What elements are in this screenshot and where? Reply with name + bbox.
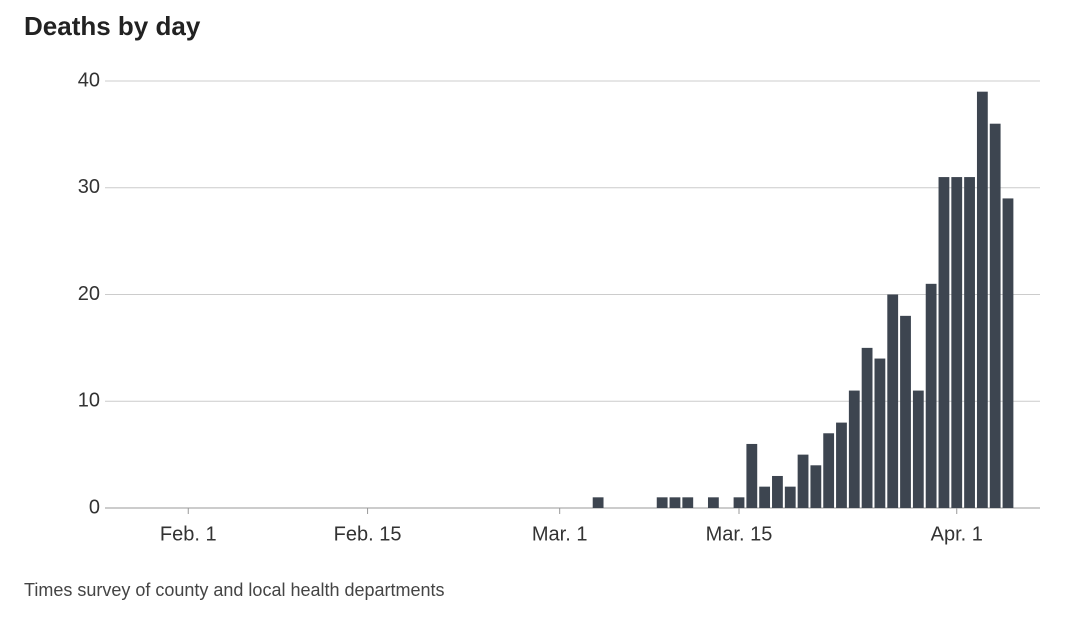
bar	[592, 497, 604, 508]
bar	[848, 390, 860, 508]
x-tick-label: Feb. 15	[334, 523, 402, 545]
bar	[656, 497, 668, 508]
bar	[772, 475, 783, 508]
chart-title: Deaths by day	[24, 11, 201, 41]
bar	[887, 294, 899, 508]
x-tick-label: Mar. 15	[706, 523, 773, 545]
y-tick-label: 20	[78, 283, 100, 305]
bar	[925, 283, 937, 508]
source-note: Times survey of county and local health …	[24, 580, 445, 600]
bar	[797, 454, 809, 508]
y-tick-label: 40	[78, 69, 100, 91]
bar	[861, 347, 873, 508]
bar	[912, 390, 924, 508]
bar	[874, 358, 886, 508]
x-tick-label: Feb. 1	[160, 523, 217, 545]
bar	[964, 177, 975, 508]
y-tick-label: 10	[78, 390, 100, 412]
bar	[746, 443, 758, 508]
y-tick-label: 0	[89, 496, 100, 518]
bar	[951, 177, 963, 508]
bar	[759, 486, 771, 508]
bar	[938, 177, 950, 508]
bar	[976, 91, 988, 509]
bar	[784, 486, 796, 508]
bar	[682, 497, 694, 508]
bar	[733, 497, 745, 508]
x-tick-label: Mar. 1	[532, 523, 588, 545]
bar	[707, 497, 719, 508]
y-tick-label: 30	[78, 176, 100, 198]
x-tick-label: Apr. 1	[931, 523, 983, 545]
bar	[823, 433, 835, 508]
bar	[989, 123, 1001, 508]
bar	[669, 497, 681, 508]
bar	[836, 422, 847, 508]
bar	[900, 315, 911, 508]
bar	[810, 465, 822, 508]
bar	[1002, 198, 1014, 509]
